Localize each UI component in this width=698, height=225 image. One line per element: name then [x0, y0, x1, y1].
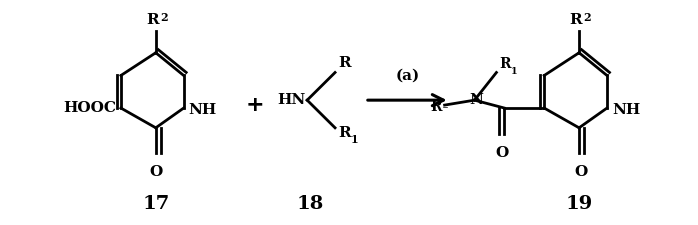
- Text: 1: 1: [351, 134, 359, 145]
- Text: N: N: [470, 93, 484, 107]
- Text: 2: 2: [584, 12, 591, 23]
- Text: 17: 17: [142, 195, 170, 213]
- Text: R: R: [430, 100, 442, 114]
- Text: R: R: [499, 56, 511, 70]
- Text: O: O: [496, 146, 509, 160]
- Text: R: R: [338, 56, 350, 70]
- Text: (a): (a): [395, 68, 419, 82]
- Text: NH: NH: [612, 103, 640, 117]
- Text: 18: 18: [297, 195, 324, 213]
- Text: 2: 2: [160, 12, 168, 23]
- Text: HN: HN: [277, 93, 305, 107]
- Text: 19: 19: [565, 195, 593, 213]
- Text: R: R: [147, 13, 159, 27]
- Text: O: O: [149, 165, 163, 179]
- Text: +: +: [246, 95, 265, 115]
- Text: HOOC: HOOC: [63, 101, 116, 115]
- Text: R: R: [570, 13, 582, 27]
- Text: 1: 1: [512, 68, 518, 76]
- Text: NH: NH: [188, 103, 217, 117]
- Text: R: R: [338, 126, 350, 140]
- Text: O: O: [574, 165, 588, 179]
